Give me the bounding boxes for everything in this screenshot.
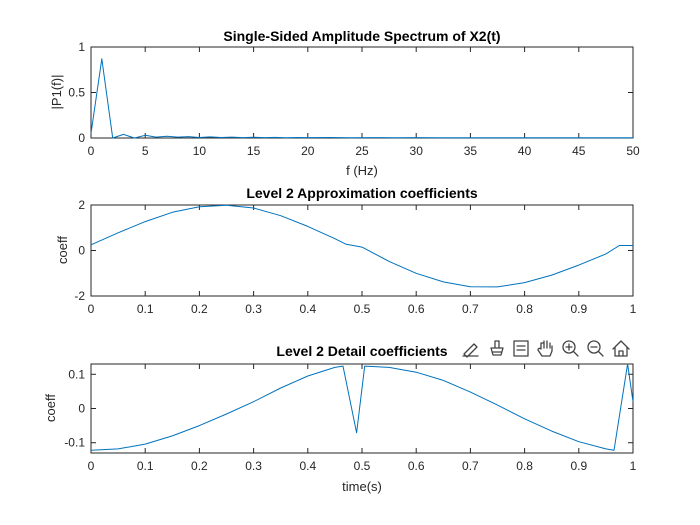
spectrum-xtick-label: 30 xyxy=(410,144,424,158)
home-restore-icon[interactable] xyxy=(610,338,632,358)
spectrum-ytick-label: 0 xyxy=(78,131,85,145)
spectrum-xtick-label: 10 xyxy=(193,144,207,158)
detail-xtick-label: 1 xyxy=(630,459,637,473)
detail-xtick-label: 0.9 xyxy=(570,459,587,473)
detail-ytick-label: 0 xyxy=(78,402,85,416)
approximation-xtick-label: 1 xyxy=(630,302,637,316)
approximation-xtick-label: 0.7 xyxy=(462,302,479,316)
zoom-out-icon[interactable] xyxy=(585,338,607,358)
detail-xtick-label: 0.3 xyxy=(245,459,262,473)
spectrum-plot-area[interactable] xyxy=(90,46,634,139)
detail-xtick-label: 0.4 xyxy=(299,459,316,473)
approximation-ytick-label: 0 xyxy=(78,244,85,258)
detail-ytick-label: 0.1 xyxy=(68,367,85,381)
spectrum-ylabel: |P1(f)| xyxy=(49,75,64,110)
approximation-ytick-label: -2 xyxy=(74,289,85,303)
spectrum-xtick-label: 5 xyxy=(142,144,149,158)
spectrum-xtick-label: 50 xyxy=(626,144,640,158)
spectrum-xtick-label: 15 xyxy=(247,144,261,158)
detail-axes[interactable]: Level 2 Detail coefficients time(s) coef… xyxy=(43,343,637,494)
spectrum-xtick-label: 35 xyxy=(464,144,478,158)
detail-series-line xyxy=(90,363,634,451)
detail-ylabel: coeff xyxy=(43,394,58,422)
spectrum-xtick-label: 25 xyxy=(355,144,369,158)
approximation-title: Level 2 Approximation coefficients xyxy=(246,185,478,201)
spectrum-xlabel: f (Hz) xyxy=(346,163,378,178)
approximation-xtick-label: 0.9 xyxy=(570,302,587,316)
legend-icon[interactable] xyxy=(510,338,532,358)
spectrum-title: Single-Sided Amplitude Spectrum of X2(t) xyxy=(223,28,500,44)
detail-xtick-label: 0.6 xyxy=(408,459,425,473)
spectrum-xtick-label: 20 xyxy=(301,144,315,158)
approximation-axes[interactable]: Level 2 Approximation coefficients coeff… xyxy=(55,185,637,316)
approximation-ylabel: coeff xyxy=(55,236,70,264)
spectrum-ytick-label: 0.5 xyxy=(68,86,85,100)
detail-xtick-label: 0.1 xyxy=(137,459,154,473)
zoom-in-icon[interactable] xyxy=(560,338,582,358)
spectrum-xtick-label: 0 xyxy=(88,144,95,158)
detail-xtick-label: 0.5 xyxy=(354,459,371,473)
detail-title: Level 2 Detail coefficients xyxy=(276,343,447,359)
approximation-xtick-label: 0 xyxy=(88,302,95,316)
approximation-xtick-label: 0.8 xyxy=(516,302,533,316)
approximation-xtick-label: 0.6 xyxy=(408,302,425,316)
detail-xtick-label: 0 xyxy=(88,459,95,473)
detail-plot-area[interactable] xyxy=(90,363,634,454)
axes-toolbar xyxy=(460,338,632,358)
edit-brush-icon[interactable] xyxy=(460,338,482,358)
approximation-xtick-label: 0.1 xyxy=(137,302,154,316)
detail-ytick-label: -0.1 xyxy=(64,436,85,450)
data-tips-icon[interactable] xyxy=(485,338,507,358)
spectrum-xtick-label: 40 xyxy=(518,144,532,158)
approximation-xtick-label: 0.5 xyxy=(354,302,371,316)
spectrum-axes[interactable]: Single-Sided Amplitude Spectrum of X2(t)… xyxy=(49,28,640,178)
spectrum-ytick-label: 1 xyxy=(78,40,85,54)
approximation-xtick-label: 0.2 xyxy=(191,302,208,316)
spectrum-xtick-label: 45 xyxy=(572,144,586,158)
approximation-xtick-label: 0.3 xyxy=(245,302,262,316)
detail-xtick-label: 0.8 xyxy=(516,459,533,473)
spectrum-series-line xyxy=(90,58,633,139)
pan-hand-icon[interactable] xyxy=(535,338,557,358)
approximation-xtick-label: 0.4 xyxy=(299,302,316,316)
detail-xtick-label: 0.2 xyxy=(191,459,208,473)
approximation-series-line xyxy=(90,204,633,288)
approximation-ytick-label: 2 xyxy=(78,198,85,212)
detail-xtick-label: 0.7 xyxy=(462,459,479,473)
approximation-plot-area[interactable] xyxy=(90,204,634,297)
detail-xlabel: time(s) xyxy=(342,479,382,494)
